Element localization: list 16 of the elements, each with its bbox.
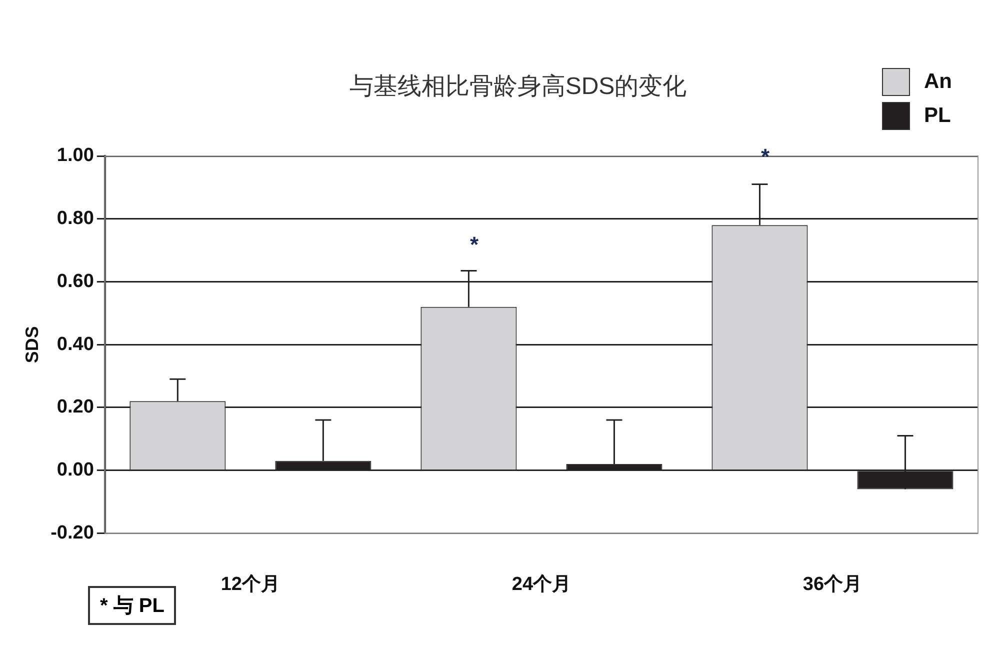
y-tick-label: 0.60: [56, 270, 94, 292]
x-tick-label: 36个月: [802, 574, 862, 595]
legend-label: PL: [924, 104, 951, 128]
y-tick-label: 0.80: [56, 208, 94, 230]
y-tick-label: 0.20: [56, 396, 94, 418]
legend-label: An: [924, 70, 952, 94]
y-tick-label: 0.00: [56, 460, 94, 481]
annotation: *: [470, 232, 479, 257]
text: * 与 PL: [88, 586, 176, 625]
x-tick-label: 12个月: [220, 574, 280, 595]
y-axis-title: SDS: [22, 326, 42, 364]
x-tick-label: 24个月: [512, 574, 572, 595]
y-tick-label: -0.20: [50, 522, 94, 544]
y-tick-label: 1.00: [56, 145, 94, 166]
chart-title: 与基线相比骨龄身高SDS的变化: [348, 72, 688, 102]
y-tick-label: 0.40: [56, 334, 94, 355]
